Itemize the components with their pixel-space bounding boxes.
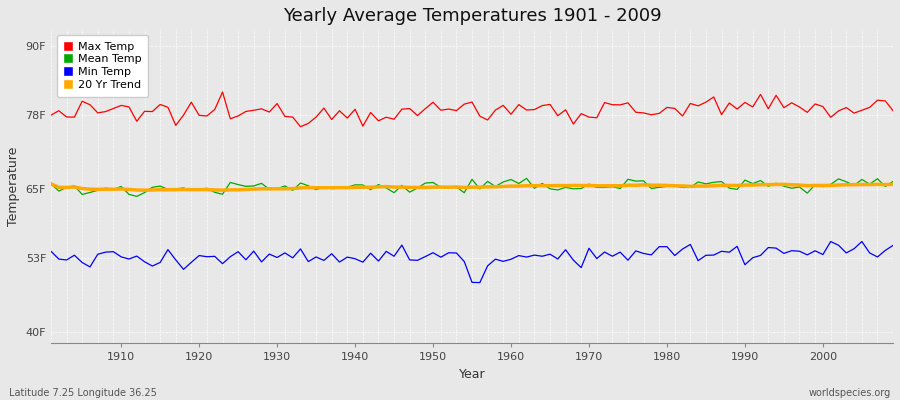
Text: worldspecies.org: worldspecies.org (809, 388, 891, 398)
Y-axis label: Temperature: Temperature (7, 147, 20, 226)
Title: Yearly Average Temperatures 1901 - 2009: Yearly Average Temperatures 1901 - 2009 (283, 7, 662, 25)
Text: Latitude 7.25 Longitude 36.25: Latitude 7.25 Longitude 36.25 (9, 388, 157, 398)
X-axis label: Year: Year (459, 368, 485, 381)
Legend: Max Temp, Mean Temp, Min Temp, 20 Yr Trend: Max Temp, Mean Temp, Min Temp, 20 Yr Tre… (57, 35, 148, 97)
